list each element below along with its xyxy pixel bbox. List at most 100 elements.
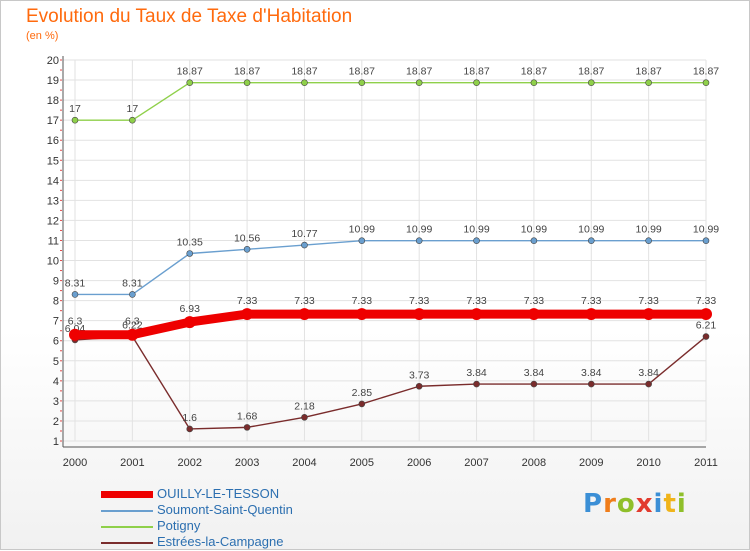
data-label: 8.31 (65, 277, 86, 289)
data-label: 2.85 (352, 387, 373, 399)
chart-subtitle: (en %) (26, 30, 59, 42)
data-point (645, 79, 652, 86)
y-minor-tick (60, 209, 62, 211)
y-minor-tick (60, 229, 62, 231)
data-label: 3.73 (409, 369, 430, 381)
data-label: 1.68 (237, 410, 258, 422)
data-label: 6.3 (68, 316, 83, 328)
legend-swatch (101, 491, 153, 498)
y-minor-tick (60, 169, 62, 171)
x-tick-label: 2001 (120, 457, 144, 469)
y-tick-label: 19 (47, 75, 59, 87)
y-minor-tick (60, 310, 62, 312)
data-point (415, 382, 423, 390)
y-minor-tick (60, 109, 62, 111)
y-minor-tick (60, 410, 62, 412)
x-tick-label: 2011 (694, 457, 718, 469)
data-label: 3.84 (638, 367, 659, 379)
legend-swatch (101, 542, 153, 544)
data-point (129, 291, 136, 298)
y-minor-tick (60, 330, 62, 332)
y-minor-tick (60, 139, 62, 141)
data-label: 7.33 (294, 295, 315, 307)
data-label: 18.87 (463, 66, 489, 78)
data-point (243, 79, 251, 86)
y-minor-tick (60, 250, 62, 251)
y-minor-tick (60, 159, 62, 161)
y-tick-label: 7 (53, 316, 59, 328)
data-label: 18.87 (635, 66, 661, 78)
y-minor-tick (60, 300, 62, 302)
data-point (645, 380, 652, 388)
logo-letter: o (616, 489, 636, 519)
series-line (74, 335, 707, 430)
data-point (645, 237, 652, 244)
data-label: 18.87 (693, 66, 719, 78)
data-point (129, 116, 136, 124)
y-minor-tick (60, 260, 62, 262)
data-point (186, 250, 194, 257)
data-point (530, 237, 538, 244)
x-tick-label: 2010 (636, 457, 660, 469)
y-minor-tick (60, 189, 62, 191)
logo-letter: i (676, 489, 687, 519)
data-point (71, 116, 79, 124)
y-minor-tick (60, 69, 62, 71)
y-tick-label: 12 (47, 215, 59, 227)
legend-label: Potigny (157, 518, 201, 533)
data-point (241, 308, 254, 321)
data-point (183, 316, 196, 329)
y-tick-label: 8 (53, 296, 59, 308)
data-point (585, 308, 598, 321)
y-minor-tick (60, 59, 62, 61)
legend-swatch (101, 526, 153, 528)
y-minor-tick (60, 340, 62, 342)
data-label: 10.99 (521, 224, 547, 236)
series-line (75, 81, 706, 121)
series-ouilly-le-tesson: 6.3 6.3 6.93 7.33 7.33 7.33 7.33 7.33 7.33 7.33 7.… (68, 295, 717, 341)
data-point (243, 245, 251, 253)
data-label: 10.99 (693, 224, 719, 236)
y-minor-tick (60, 239, 62, 241)
y-minor-tick (60, 360, 62, 362)
y-tick-label: 18 (47, 95, 59, 107)
y-tick-label: 9 (53, 276, 59, 288)
data-label: 1.6 (182, 412, 197, 424)
data-point (358, 237, 366, 244)
data-point (587, 79, 595, 86)
y-minor-tick (60, 119, 62, 121)
data-label: 8.31 (122, 277, 143, 289)
y-minor-tick (60, 79, 62, 81)
data-label: 17 (127, 103, 139, 115)
data-label: 10.35 (177, 237, 203, 249)
y-minor-tick (60, 270, 62, 272)
y-minor-tick (60, 430, 62, 432)
data-label: 7.33 (696, 295, 717, 307)
y-tick-label: 17 (47, 115, 59, 127)
data-point (587, 237, 595, 244)
data-label: 18.87 (234, 66, 260, 78)
data-label: 3.84 (524, 367, 545, 379)
data-point (298, 308, 311, 321)
data-label: 10.99 (578, 224, 604, 236)
data-point (358, 400, 366, 408)
data-label: 17 (69, 103, 81, 115)
y-tick-label: 4 (53, 376, 59, 388)
chart-title: Evolution du Taux de Taxe d'Habitation (26, 6, 353, 27)
data-label: 6.22 (122, 319, 143, 331)
series-estr-es-la-campagne: 6.046.221.61.682.182.853.733.843.843.843… (65, 319, 717, 433)
data-label: 6.93 (180, 303, 201, 315)
y-minor-tick (60, 149, 62, 151)
y-minor-tick (60, 420, 62, 422)
data-label: 10.99 (463, 224, 489, 236)
x-tick-label: 2006 (407, 457, 431, 469)
data-label: 18.87 (291, 66, 317, 78)
logo-letter: P (583, 489, 604, 519)
data-label: 7.33 (466, 295, 487, 307)
y-tick-label: 14 (47, 175, 59, 187)
y-minor-tick (60, 390, 62, 392)
y-minor-tick (60, 400, 62, 402)
data-label: 6.21 (696, 320, 717, 332)
data-point (530, 79, 538, 86)
